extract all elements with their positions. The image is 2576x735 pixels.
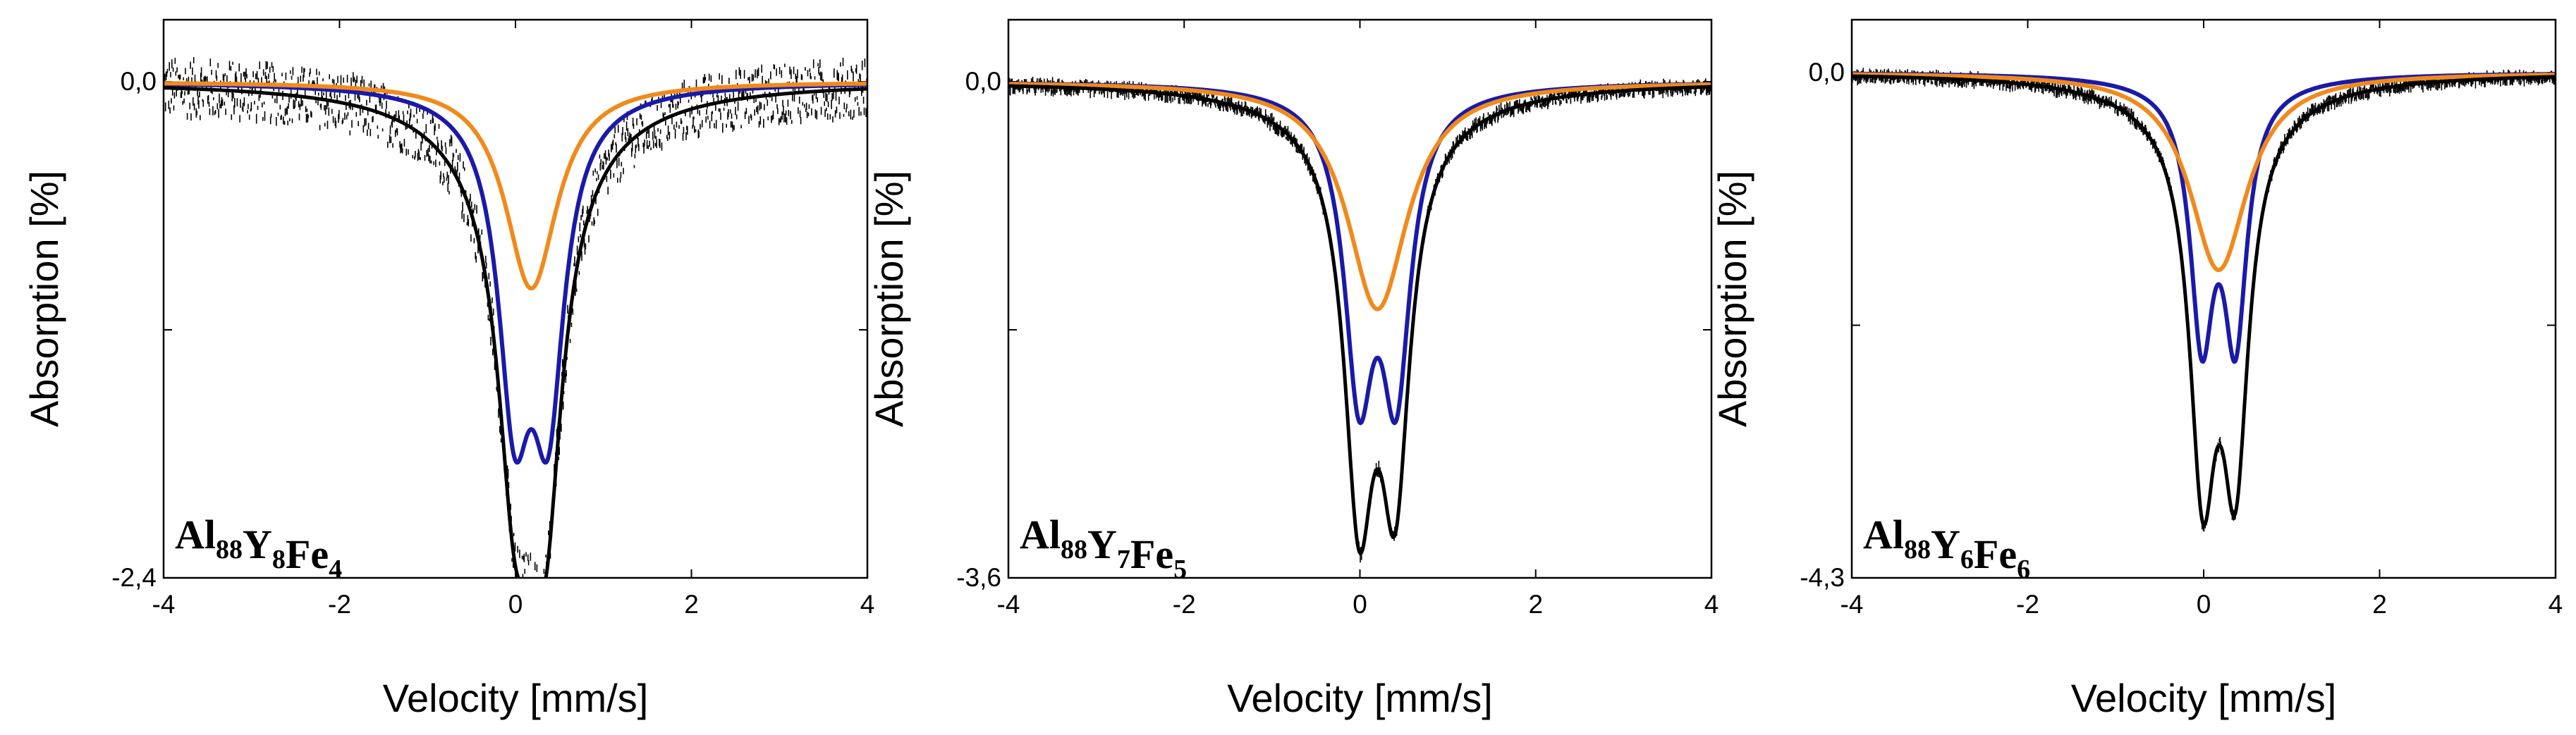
y-axis-title: Absorption [%]: [1710, 171, 1754, 427]
x-tick-label: 2: [2372, 590, 2387, 619]
element-count: 6: [2017, 555, 2030, 584]
x-tick-label: 4: [2548, 590, 2563, 619]
y-tick-label: 0,0: [121, 67, 157, 96]
y-tick-label: 0,0: [1809, 58, 1845, 87]
x-tick-label: -4: [997, 590, 1020, 619]
plot-frame: [162, 18, 869, 579]
series-measured-spectrum: [1852, 68, 2556, 532]
element-symbol: Y: [1931, 521, 1960, 567]
x-tick-label: 0: [508, 590, 523, 619]
series-single-line-component: [1008, 82, 1711, 311]
element-symbol: Al: [1863, 512, 1904, 557]
element-count: 6: [1960, 545, 1974, 574]
series-doublet-component: [1008, 81, 1711, 426]
series-total-fit: [1852, 74, 2556, 527]
x-axis-title: Velocity [mm/s]: [1227, 676, 1493, 720]
x-tick-label: -2: [2016, 590, 2039, 619]
series-group: [1852, 68, 2556, 532]
sample-composition-label: Al88Y6Fe6: [1863, 512, 2030, 584]
chart-panel-middle: -4 -2 0 2 4 0,0 -3,6 Velocity [mm/s] Absorption …: [867, 18, 1719, 720]
chart-panel-right: -4 -2 0 2 4 0,0 -4,3 Velocity [mm/s] Absorption …: [1710, 18, 2563, 720]
y-tick-label: 0,0: [965, 67, 1001, 96]
element-symbol: Fe: [286, 531, 329, 577]
data-points: [1008, 76, 1711, 563]
x-tick-label: -2: [1173, 590, 1196, 619]
x-tick-label: 0: [2197, 590, 2211, 619]
series-total-fit: [1008, 84, 1711, 555]
y-axis-title: Absorption [%]: [22, 171, 66, 427]
plot-frame: [1007, 18, 1713, 579]
element-count: 88: [216, 535, 243, 564]
x-tick-label: -4: [152, 590, 176, 619]
element-symbol: Al: [1020, 512, 1061, 557]
x-axis-title: Velocity [mm/s]: [2071, 676, 2337, 720]
y-tick-label: -4,3: [1800, 563, 1845, 592]
series-measured-spectrum: [1008, 76, 1711, 563]
element-count: 88: [1061, 535, 1087, 564]
x-tick-label: -4: [1841, 590, 1864, 619]
element-symbol: Al: [175, 512, 216, 557]
element-symbol: Y: [243, 521, 272, 567]
series-single-line-component: [164, 81, 867, 291]
element-count: 5: [1173, 555, 1187, 584]
element-symbol: Fe: [1974, 531, 2017, 577]
x-tick-label: 2: [684, 590, 699, 619]
element-count: 4: [329, 555, 342, 584]
y-axis-title: Absorption [%]: [867, 171, 911, 427]
series-total-fit: [164, 86, 867, 578]
element-count: 88: [1904, 535, 1931, 564]
x-tick-label: 4: [860, 590, 875, 619]
x-axis-title: Velocity [mm/s]: [383, 676, 649, 720]
sample-composition-label: Al88Y8Fe4: [175, 512, 342, 584]
y-tick-label: -2,4: [111, 563, 157, 592]
x-tick-label: 0: [1353, 590, 1367, 619]
element-count: 8: [272, 545, 286, 574]
plot-frame: [1850, 18, 2557, 579]
series-doublet-component: [1852, 71, 2556, 364]
x-tick-label: 2: [1528, 590, 1543, 619]
series-group: [1008, 76, 1711, 563]
element-count: 7: [1117, 545, 1130, 574]
chart-panel-left: -4 -2 0 2 4 0,0 -2,4 Velocity [mm/s] Absorption …: [22, 18, 875, 720]
series-doublet-component: [164, 82, 867, 465]
sample-composition-label: Al88Y7Fe5: [1020, 512, 1187, 584]
x-tick-label: 4: [1704, 590, 1719, 619]
data-points: [1852, 68, 2556, 532]
series-group: [164, 57, 867, 578]
x-tick-label: -2: [328, 590, 351, 619]
element-symbol: Fe: [1130, 531, 1173, 577]
series-single-line-component: [1852, 72, 2556, 273]
element-symbol: Y: [1087, 521, 1117, 567]
y-tick-label: -3,6: [956, 563, 1001, 592]
